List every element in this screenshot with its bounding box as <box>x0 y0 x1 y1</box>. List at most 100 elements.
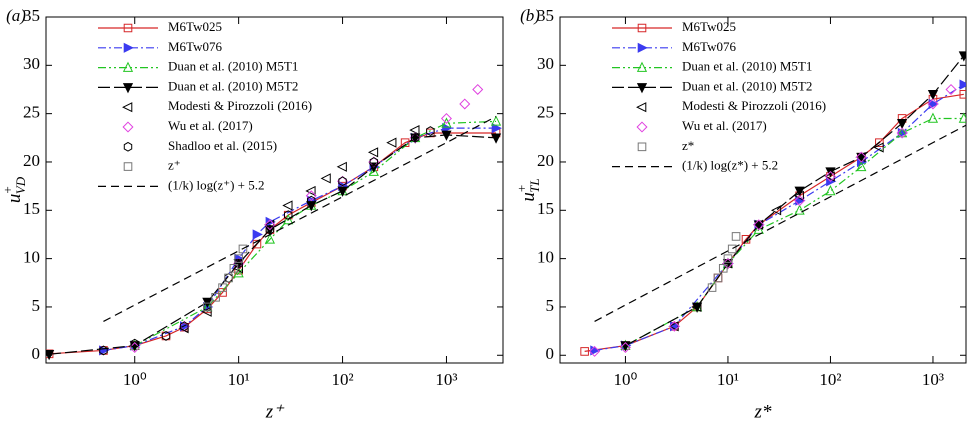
marker <box>368 165 379 176</box>
marker <box>283 210 293 221</box>
y-axis-label: u+TL <box>514 178 542 201</box>
marker <box>855 151 867 163</box>
legend-marker <box>636 102 647 113</box>
y-label-base: u <box>518 192 539 202</box>
marker <box>459 98 471 110</box>
legend-marker <box>123 23 133 33</box>
series-line <box>134 120 497 347</box>
marker <box>129 341 140 352</box>
marker <box>794 204 805 215</box>
marker <box>201 306 212 317</box>
marker <box>691 301 702 313</box>
x-tick-label: 10⁰ <box>123 370 147 389</box>
marker <box>305 185 316 197</box>
marker <box>238 244 248 254</box>
marker <box>180 321 189 332</box>
marker <box>668 321 679 332</box>
marker <box>264 219 275 230</box>
x-tick-label: 10¹ <box>228 370 250 389</box>
x-tick-label: 10¹ <box>717 370 739 389</box>
marker <box>46 350 55 361</box>
legend-label: M6Tw076 <box>682 39 736 54</box>
marker <box>958 51 966 62</box>
legend-label: z⁺ <box>168 158 181 173</box>
plot-frame <box>559 16 967 364</box>
marker <box>731 232 741 241</box>
y-axis-label: u+VD <box>0 176 28 203</box>
legend-marker <box>123 42 134 53</box>
marker <box>264 219 276 231</box>
marker <box>490 133 502 144</box>
marker <box>441 117 452 128</box>
marker <box>722 257 734 269</box>
marker <box>264 233 276 244</box>
panel-label: (b) <box>520 6 540 25</box>
legend-marker <box>123 141 133 152</box>
marker <box>856 160 867 172</box>
marker <box>873 142 884 153</box>
marker <box>753 223 764 234</box>
legend-label: (1/k) log(z⁺) + 5.2 <box>168 177 265 192</box>
marker <box>945 83 957 95</box>
marker <box>440 112 452 124</box>
marker <box>824 170 836 182</box>
marker <box>490 115 502 126</box>
y-tick-label: 10 <box>537 248 554 267</box>
y-label-sup: + <box>0 186 15 193</box>
legend-marker <box>636 121 648 133</box>
y-tick-label: 5 <box>32 296 41 315</box>
y-label-sub: VD <box>13 176 28 194</box>
marker <box>928 98 939 110</box>
y-label-base: u <box>4 194 25 204</box>
legend-label: Wu et al. (2017) <box>168 118 253 133</box>
legend-label: Modesti & Pirozzoli (2016) <box>682 98 826 113</box>
marker <box>400 138 410 147</box>
series-line <box>625 117 964 347</box>
marker <box>723 254 733 263</box>
x-tick-label: 10³ <box>435 370 457 389</box>
legend-marker <box>122 83 134 94</box>
panel-label: (a) <box>6 6 26 25</box>
marker <box>338 176 347 187</box>
marker <box>668 320 680 332</box>
marker <box>619 342 631 354</box>
marker <box>369 157 379 167</box>
marker <box>855 152 866 163</box>
marker <box>794 186 805 197</box>
marker <box>252 229 263 240</box>
legend-label: M6Tw076 <box>168 39 222 54</box>
x-tick-label: 10² <box>331 370 353 389</box>
marker <box>741 234 751 244</box>
x-tick-label: 10⁰ <box>614 370 638 389</box>
legend-marker <box>636 83 648 94</box>
plot-frame <box>45 16 504 364</box>
marker <box>589 345 601 357</box>
y-tick-label: 15 <box>23 199 40 218</box>
y-tick-label: 20 <box>537 151 554 170</box>
x-tick-label: 10² <box>819 370 841 389</box>
marker <box>203 302 212 312</box>
y-label-sup: + <box>514 185 529 192</box>
marker <box>409 124 420 136</box>
marker <box>896 127 908 138</box>
y-tick-label: 30 <box>537 54 554 73</box>
x-axis-label: z⁺ <box>265 401 285 422</box>
marker <box>713 273 723 283</box>
legend-label: Duan et al. (2010) M5T2 <box>682 78 812 93</box>
y-tick-label: 10 <box>23 248 40 267</box>
legend-label: Wu et al. (2017) <box>682 118 767 133</box>
y-tick-label: 15 <box>537 199 554 218</box>
plot-area <box>580 51 966 357</box>
series-line <box>103 116 497 322</box>
marker <box>472 83 484 95</box>
legend-marker <box>122 61 134 72</box>
y-tick-label: 35 <box>23 6 40 25</box>
marker <box>283 214 294 225</box>
marker <box>620 341 631 352</box>
legend-marker <box>122 102 133 113</box>
marker <box>367 147 379 158</box>
legend-label: M6Tw025 <box>168 19 222 34</box>
marker <box>793 190 804 201</box>
marker <box>794 195 806 207</box>
